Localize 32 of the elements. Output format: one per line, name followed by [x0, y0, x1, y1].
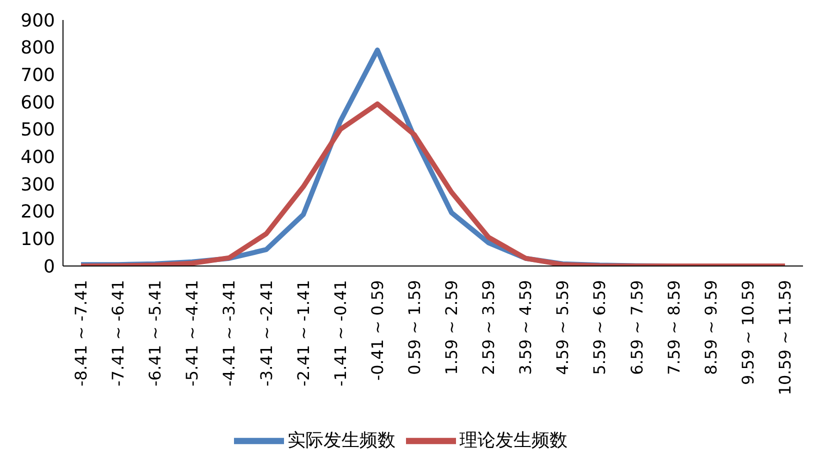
x-tick-label: -8.41 ~ -7.41 — [72, 280, 90, 386]
y-tick-label: 900 — [20, 10, 55, 32]
x-tick-label: 6.59 ~ 7.59 — [627, 280, 646, 375]
y-tick-label: 500 — [20, 120, 55, 141]
x-tick-label: 5.59 ~ 6.59 — [590, 280, 610, 375]
x-tick-label: 4.59 ~ 5.59 — [553, 280, 572, 375]
x-tick-label: 3.59 ~ 4.59 — [516, 280, 536, 375]
y-tick-label: 0 — [44, 256, 55, 278]
y-tick-label: 800 — [20, 38, 55, 59]
x-tick-label: -4.41 ~ -3.41 — [220, 280, 239, 386]
x-tick-label: 0.59 ~ 1.59 — [404, 280, 424, 375]
x-tick-label: 10.59 ~ 11.59 — [776, 280, 794, 396]
y-tick-label: 600 — [20, 92, 55, 114]
x-tick-label: 2.59 ~ 3.59 — [479, 280, 498, 375]
x-tick-label: -5.41 ~ -4.41 — [182, 280, 202, 386]
x-tick-label: 7.59 ~ 8.59 — [664, 280, 684, 375]
y-tick-label: 700 — [20, 65, 55, 86]
legend-label: 理论发生频数 — [460, 430, 568, 451]
legend-label: 实际发生频数 — [288, 430, 396, 451]
x-tick-label: -6.41 ~ -5.41 — [146, 280, 165, 386]
y-tick-label: 100 — [20, 229, 55, 250]
x-tick-label: 9.59 ~ 10.59 — [738, 280, 758, 386]
x-tick-label: -3.41 ~ -2.41 — [256, 280, 276, 386]
y-tick-label: 300 — [20, 174, 55, 196]
x-tick-label: -7.41 ~ -6.41 — [108, 280, 128, 386]
y-tick-label: 400 — [20, 147, 55, 168]
x-tick-label: 1.59 ~ 2.59 — [442, 280, 462, 375]
x-tick-label: -1.41 ~ -0.41 — [330, 280, 350, 386]
x-tick-label: 8.59 ~ 9.59 — [701, 280, 720, 375]
x-tick-label: -0.41 ~ 0.59 — [368, 280, 387, 381]
y-tick-label: 200 — [20, 202, 55, 223]
x-tick-label: -2.41 ~ -1.41 — [294, 280, 313, 386]
